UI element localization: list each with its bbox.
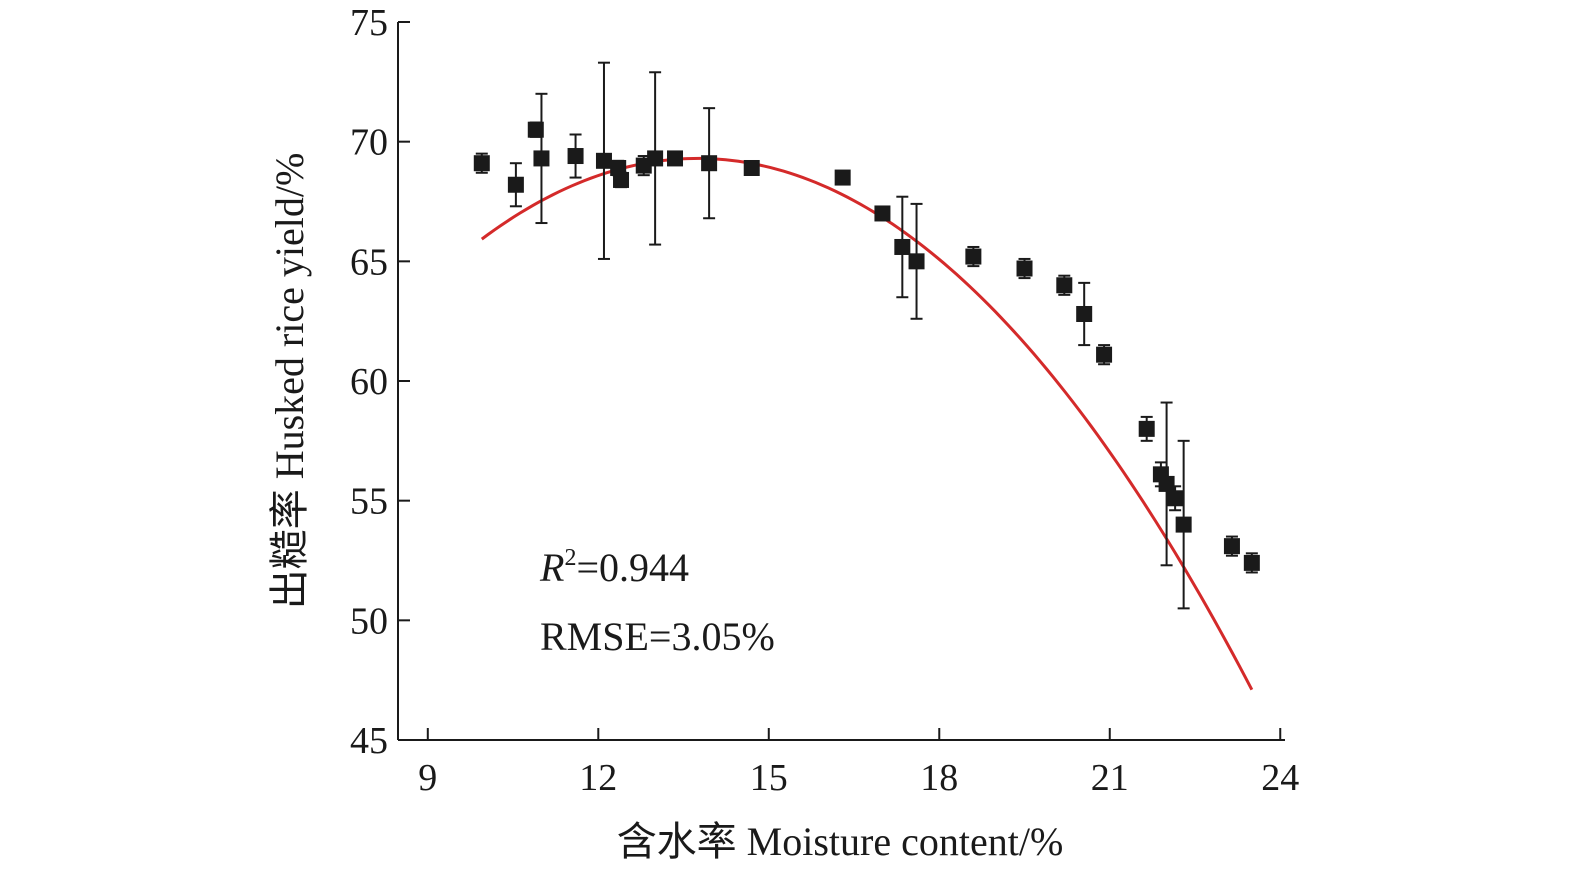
point-marker bbox=[1016, 260, 1033, 277]
data-point bbox=[1138, 415, 1155, 442]
data-point bbox=[1223, 535, 1240, 557]
y-tick-label: 65 bbox=[350, 241, 388, 283]
r2-annotation: R2=0.944 bbox=[539, 545, 689, 590]
y-tick-label: 55 bbox=[350, 481, 388, 523]
y-axis-title: 出糙率 Husked rice yield/% bbox=[267, 153, 312, 610]
fit-curve bbox=[480, 156, 1254, 691]
data-point bbox=[894, 195, 911, 299]
fit-layer bbox=[480, 156, 1254, 691]
data-point bbox=[1096, 344, 1113, 366]
data-point bbox=[527, 121, 544, 138]
point-marker bbox=[667, 150, 684, 167]
point-marker bbox=[507, 176, 524, 193]
point-marker bbox=[1076, 305, 1093, 322]
x-tick-label: 12 bbox=[579, 757, 617, 799]
data-point bbox=[874, 205, 891, 222]
data-point bbox=[701, 107, 718, 220]
x-axis-title: 含水率 Moisture content/% bbox=[617, 819, 1064, 864]
point-marker bbox=[743, 159, 760, 176]
r2-superscript: 2 bbox=[564, 545, 576, 571]
point-marker bbox=[527, 121, 544, 138]
data-point bbox=[1158, 401, 1175, 567]
data-point bbox=[613, 171, 630, 189]
point-marker bbox=[1243, 554, 1260, 571]
data-point bbox=[595, 61, 612, 260]
data-point bbox=[647, 71, 664, 246]
data-point bbox=[1175, 439, 1192, 610]
point-marker bbox=[834, 169, 851, 186]
points-layer bbox=[473, 61, 1260, 610]
y-ticks: 45 50 55 60 65 70 75 bbox=[350, 2, 410, 762]
data-point bbox=[834, 169, 851, 186]
data-point bbox=[1076, 281, 1093, 347]
data-point bbox=[1056, 274, 1073, 296]
x-tick-label: 24 bbox=[1261, 757, 1299, 799]
data-point bbox=[533, 92, 550, 225]
data-point bbox=[1243, 552, 1260, 574]
point-marker bbox=[1056, 277, 1073, 294]
x-tick-label: 18 bbox=[920, 757, 958, 799]
point-marker bbox=[965, 248, 982, 265]
point-marker bbox=[647, 150, 664, 167]
point-marker bbox=[1167, 490, 1184, 507]
data-point bbox=[473, 152, 490, 174]
point-marker bbox=[908, 253, 925, 270]
data-point bbox=[1016, 257, 1033, 280]
r2-value: =0.944 bbox=[576, 545, 689, 590]
y-tick-label: 45 bbox=[350, 720, 388, 762]
x-tick-label: 21 bbox=[1091, 757, 1129, 799]
x-ticks: 9 12 15 18 21 24 bbox=[418, 728, 1299, 799]
point-marker bbox=[595, 152, 612, 169]
point-marker bbox=[613, 171, 630, 188]
y-tick-label: 50 bbox=[350, 600, 388, 642]
point-marker bbox=[701, 155, 718, 172]
data-point bbox=[667, 150, 684, 167]
rmse-annotation: RMSE=3.05% bbox=[540, 614, 775, 659]
point-marker bbox=[874, 205, 891, 222]
data-point bbox=[567, 133, 584, 179]
r2-symbol: R bbox=[539, 545, 564, 590]
point-marker bbox=[894, 238, 911, 255]
data-point bbox=[965, 245, 982, 268]
data-point bbox=[507, 162, 524, 208]
data-point bbox=[1167, 485, 1184, 512]
data-point bbox=[743, 159, 760, 176]
y-tick-label: 70 bbox=[350, 122, 388, 164]
point-marker bbox=[533, 150, 550, 167]
point-marker bbox=[1158, 475, 1175, 492]
x-tick-label: 9 bbox=[418, 757, 437, 799]
y-tick-label: 75 bbox=[350, 2, 388, 44]
y-tick-label: 60 bbox=[350, 361, 388, 403]
point-marker bbox=[473, 155, 490, 172]
data-point bbox=[908, 202, 925, 320]
point-marker bbox=[567, 148, 584, 165]
point-marker bbox=[1175, 516, 1192, 533]
point-marker bbox=[1096, 346, 1113, 363]
x-tick-label: 15 bbox=[750, 757, 788, 799]
point-marker bbox=[1223, 538, 1240, 555]
point-marker bbox=[1138, 420, 1155, 437]
